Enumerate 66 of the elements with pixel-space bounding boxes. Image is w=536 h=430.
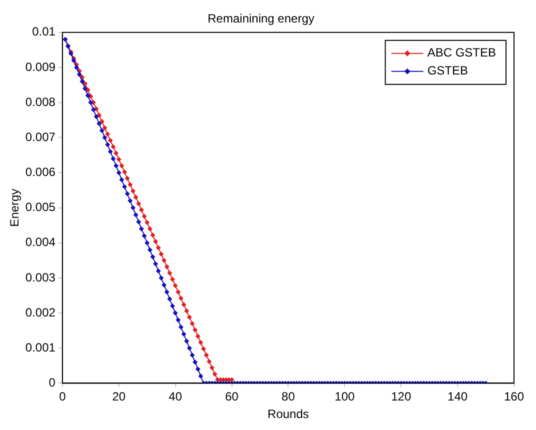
- x-tick-label: 0: [59, 390, 66, 404]
- y-axis-title: Energy: [8, 188, 22, 227]
- point: [156, 245, 161, 250]
- point: [153, 238, 158, 244]
- point: [181, 302, 186, 308]
- point: [192, 327, 198, 332]
- point: [167, 270, 172, 276]
- y-tick-label: 0.009: [25, 60, 56, 74]
- x-tick-label: 140: [448, 390, 468, 404]
- y-tick-label: 0.002: [25, 305, 56, 320]
- point: [178, 296, 184, 301]
- point: [116, 156, 122, 162]
- point: [110, 144, 116, 150]
- point: [150, 232, 156, 238]
- point: [108, 138, 113, 143]
- legend-label: GSTEB: [427, 64, 468, 78]
- point: [147, 226, 152, 232]
- y-tick-label: 0.01: [32, 24, 56, 39]
- y-tick-label: 0.008: [25, 94, 56, 109]
- point: [198, 340, 204, 346]
- x-axis-title: Rounds: [268, 407, 309, 422]
- y-tick-label: 0: [48, 376, 56, 390]
- point: [124, 176, 130, 181]
- y-tick-label: 0.007: [25, 130, 56, 144]
- point: [162, 258, 167, 263]
- point: [172, 283, 178, 288]
- point: [133, 194, 138, 200]
- x-tick-label: 100: [334, 390, 355, 404]
- y-tick-label: 0.001: [25, 340, 56, 354]
- y-tick-label: 0.006: [25, 165, 56, 180]
- legend-label: ABC GSTEB: [427, 46, 496, 60]
- point: [142, 214, 147, 219]
- x-tick-label: 80: [282, 390, 296, 404]
- point: [99, 119, 104, 124]
- point: [210, 365, 215, 370]
- x-tick-label: 40: [168, 390, 182, 404]
- point: [128, 182, 133, 188]
- chart-title: Remainining energy: [208, 12, 314, 26]
- point: [176, 289, 181, 294]
- x-tick-label: 160: [504, 390, 524, 404]
- point: [204, 352, 209, 358]
- point: [170, 276, 175, 282]
- point: [136, 201, 142, 206]
- point: [114, 150, 119, 156]
- point: [184, 308, 190, 314]
- x-tick-label: 20: [112, 390, 126, 404]
- point: [201, 346, 206, 352]
- point: [130, 188, 136, 194]
- point: [122, 170, 128, 175]
- point: [119, 163, 124, 168]
- x-tick-label: 60: [225, 390, 239, 404]
- y-tick-label: 0.003: [25, 270, 56, 284]
- point: [190, 321, 195, 326]
- point: [164, 264, 170, 270]
- x-tick-label: 120: [391, 390, 412, 404]
- point: [212, 372, 218, 377]
- point: [144, 220, 150, 226]
- y-tick-label: 0.005: [25, 200, 56, 214]
- point: [138, 207, 144, 212]
- point: [186, 314, 192, 320]
- point: [195, 334, 200, 339]
- point: [105, 132, 110, 137]
- y-tick-label: 0.004: [25, 235, 56, 250]
- point: [102, 125, 108, 130]
- point: [206, 358, 212, 364]
- point: [158, 252, 164, 257]
